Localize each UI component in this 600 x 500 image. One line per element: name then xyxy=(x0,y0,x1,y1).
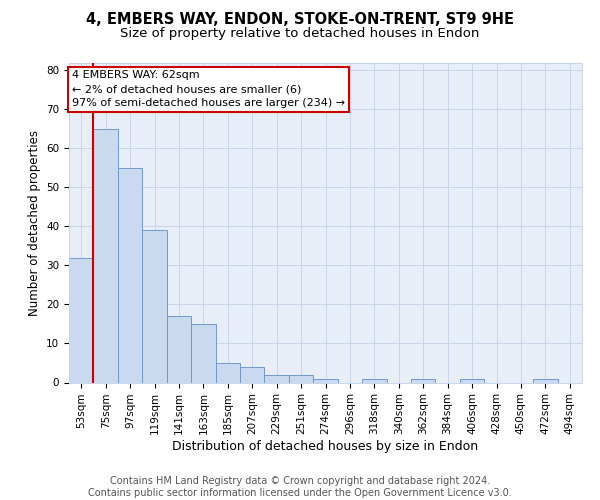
Bar xyxy=(533,378,557,382)
Y-axis label: Number of detached properties: Number of detached properties xyxy=(28,130,41,316)
Bar xyxy=(142,230,167,382)
Bar xyxy=(240,367,265,382)
Text: Size of property relative to detached houses in Endon: Size of property relative to detached ho… xyxy=(121,28,479,40)
X-axis label: Distribution of detached houses by size in Endon: Distribution of detached houses by size … xyxy=(172,440,479,453)
Bar xyxy=(265,374,289,382)
Bar xyxy=(411,378,436,382)
Bar xyxy=(362,378,386,382)
Bar xyxy=(191,324,215,382)
Bar xyxy=(94,129,118,382)
Text: 4, EMBERS WAY, ENDON, STOKE-ON-TRENT, ST9 9HE: 4, EMBERS WAY, ENDON, STOKE-ON-TRENT, ST… xyxy=(86,12,514,28)
Bar xyxy=(289,374,313,382)
Text: 4 EMBERS WAY: 62sqm
← 2% of detached houses are smaller (6)
97% of semi-detached: 4 EMBERS WAY: 62sqm ← 2% of detached hou… xyxy=(71,70,344,108)
Text: Contains HM Land Registry data © Crown copyright and database right 2024.
Contai: Contains HM Land Registry data © Crown c… xyxy=(88,476,512,498)
Bar xyxy=(460,378,484,382)
Bar xyxy=(69,258,94,382)
Bar xyxy=(313,378,338,382)
Bar xyxy=(118,168,142,382)
Bar xyxy=(167,316,191,382)
Bar xyxy=(215,363,240,382)
